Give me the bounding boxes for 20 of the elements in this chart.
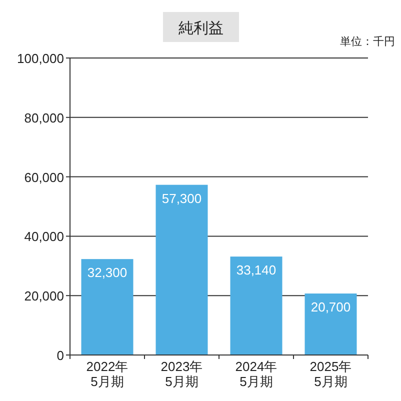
y-tick-label: 40,000 [24, 229, 64, 244]
y-tick-label: 60,000 [24, 170, 64, 185]
bar [304, 294, 357, 355]
y-tick-label: 20,000 [24, 288, 64, 304]
data-label: 33,140 [236, 262, 276, 278]
data-label: 57,300 [162, 190, 202, 206]
x-tick-label: 2025年 5月期 [310, 359, 352, 389]
y-tick-label: 0 [56, 348, 64, 363]
x-tick-label: 2022年 5月期 [86, 359, 128, 389]
y-tick-label: 80,000 [24, 110, 64, 126]
data-label: 20,700 [310, 300, 351, 315]
text: 単位：千円 [340, 35, 395, 48]
x-tick-label: 2023年 5月期 [160, 359, 203, 389]
data-label: 32,300 [87, 265, 128, 280]
bar [230, 256, 282, 355]
bar [156, 184, 208, 355]
y-tick-label: 100,000 [17, 51, 64, 66]
chart-title: 純利益 [178, 20, 224, 37]
x-tick-label: 2024年 5月期 [235, 359, 278, 389]
bar [81, 259, 134, 355]
